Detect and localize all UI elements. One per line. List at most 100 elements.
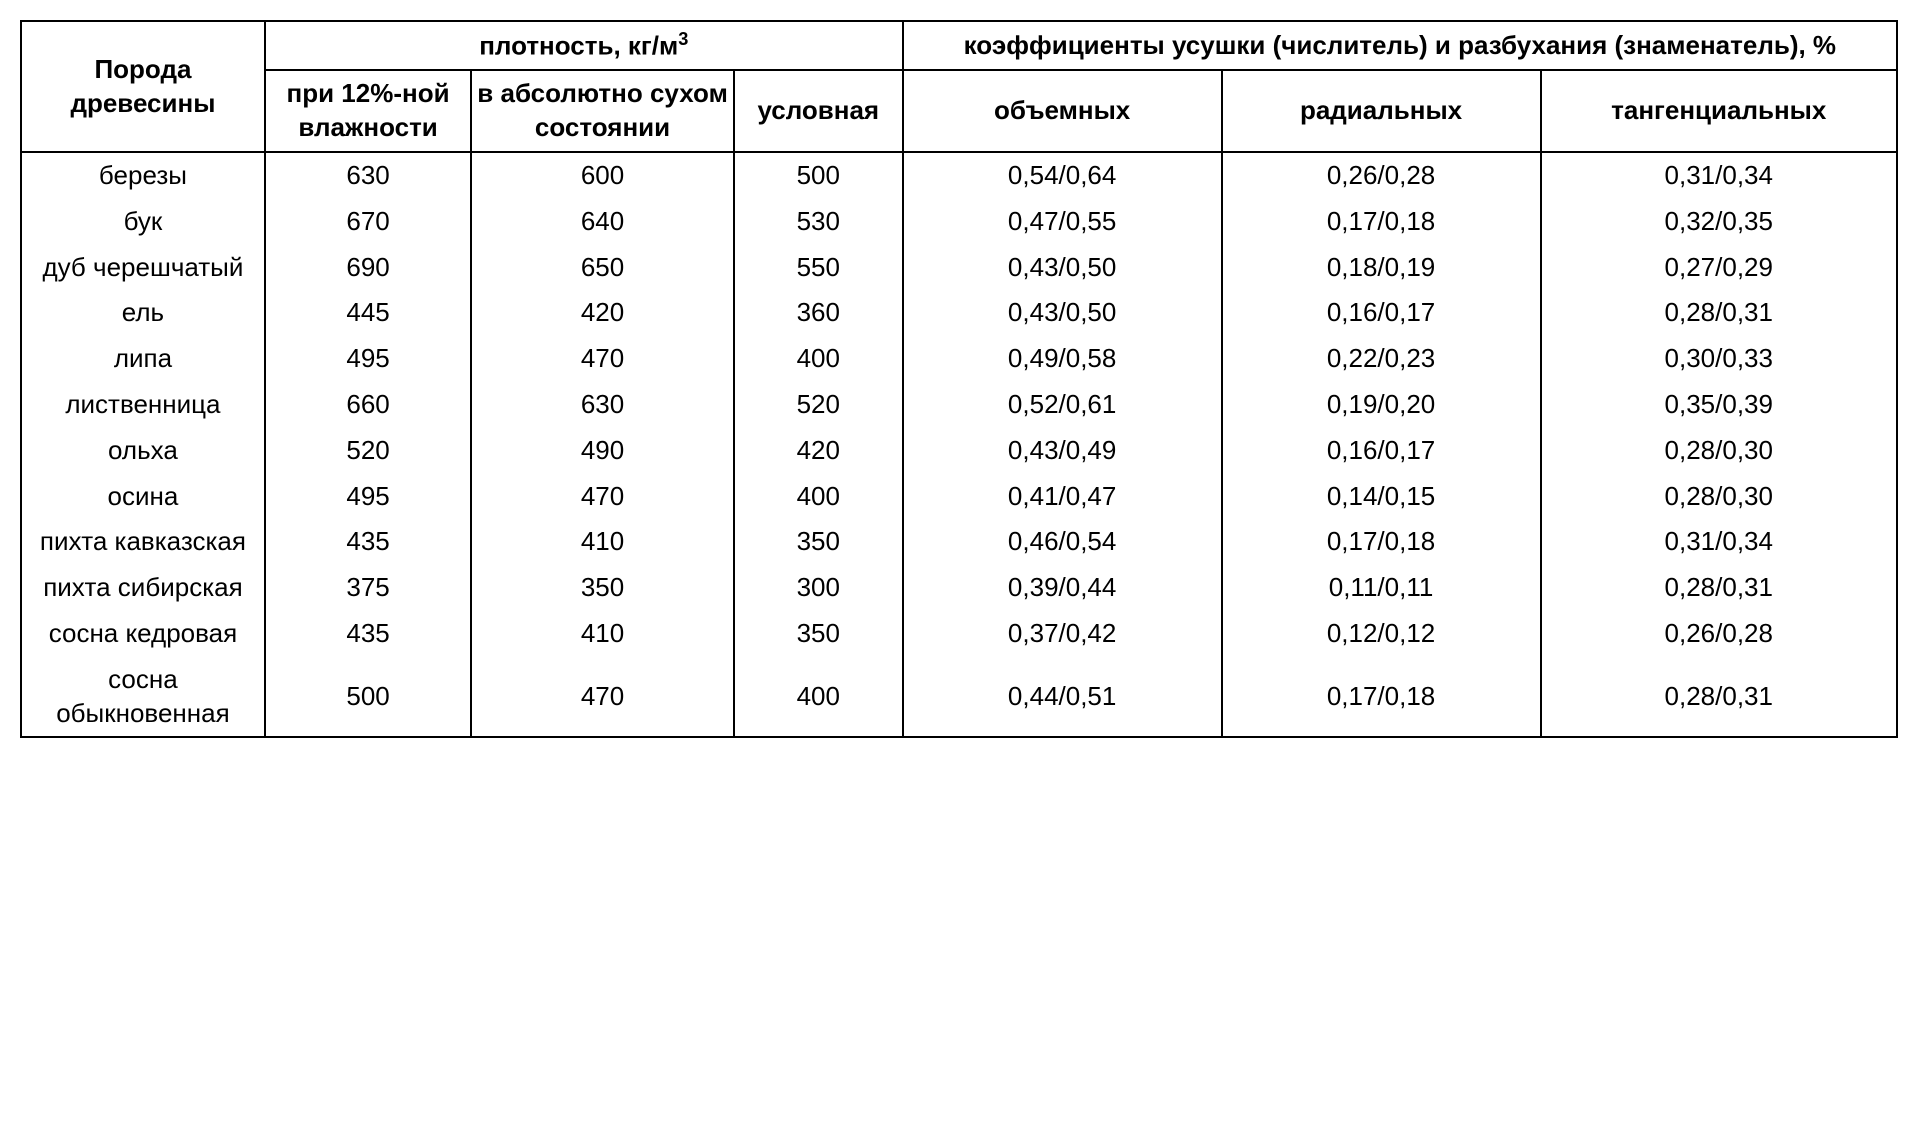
cell-density-dry: 600 <box>471 152 734 199</box>
cell-density-12: 435 <box>265 611 471 657</box>
cell-density-dry: 470 <box>471 336 734 382</box>
cell-coef-rad: 0,17/0,18 <box>1222 657 1541 738</box>
table-row: ольха5204904200,43/0,490,16/0,170,28/0,3… <box>21 428 1897 474</box>
cell-coef-rad: 0,11/0,11 <box>1222 565 1541 611</box>
cell-density-12: 670 <box>265 199 471 245</box>
cell-density-12: 445 <box>265 290 471 336</box>
cell-density-12: 630 <box>265 152 471 199</box>
cell-density-cond: 400 <box>734 657 903 738</box>
cell-species: пихта сибирская <box>21 565 265 611</box>
cell-coef-vol: 0,52/0,61 <box>903 382 1222 428</box>
header-density-dry: в абсолютно сухом состоянии <box>471 70 734 152</box>
table-row: сосна кедровая4354103500,37/0,420,12/0,1… <box>21 611 1897 657</box>
cell-coef-vol: 0,47/0,55 <box>903 199 1222 245</box>
cell-coef-vol: 0,44/0,51 <box>903 657 1222 738</box>
cell-density-12: 435 <box>265 519 471 565</box>
cell-density-dry: 490 <box>471 428 734 474</box>
cell-coef-rad: 0,26/0,28 <box>1222 152 1541 199</box>
cell-density-cond: 400 <box>734 336 903 382</box>
cell-species: бук <box>21 199 265 245</box>
cell-density-12: 495 <box>265 474 471 520</box>
cell-coef-vol: 0,37/0,42 <box>903 611 1222 657</box>
header-density-cond: условная <box>734 70 903 152</box>
header-density-group-text: плотность, кг/м <box>479 31 678 61</box>
header-coef-rad: радиальных <box>1222 70 1541 152</box>
table-row: осина4954704000,41/0,470,14/0,150,28/0,3… <box>21 474 1897 520</box>
cell-density-12: 375 <box>265 565 471 611</box>
cell-species: дуб черешчатый <box>21 245 265 291</box>
table-row: ель4454203600,43/0,500,16/0,170,28/0,31 <box>21 290 1897 336</box>
cell-density-dry: 470 <box>471 657 734 738</box>
table-row: пихта кавказская4354103500,46/0,540,17/0… <box>21 519 1897 565</box>
cell-density-cond: 520 <box>734 382 903 428</box>
cell-density-cond: 360 <box>734 290 903 336</box>
table-row: дуб черешчатый6906505500,43/0,500,18/0,1… <box>21 245 1897 291</box>
cell-density-cond: 550 <box>734 245 903 291</box>
header-density-12: при 12%-ной влажности <box>265 70 471 152</box>
cell-coef-tan: 0,28/0,31 <box>1541 290 1898 336</box>
table-body: березы6306005000,54/0,640,26/0,280,31/0,… <box>21 152 1897 737</box>
cell-coef-rad: 0,12/0,12 <box>1222 611 1541 657</box>
cell-density-cond: 350 <box>734 519 903 565</box>
cell-coef-tan: 0,31/0,34 <box>1541 152 1898 199</box>
cell-coef-rad: 0,17/0,18 <box>1222 199 1541 245</box>
cell-coef-vol: 0,43/0,50 <box>903 245 1222 291</box>
cell-density-12: 690 <box>265 245 471 291</box>
cell-coef-tan: 0,28/0,30 <box>1541 474 1898 520</box>
cell-coef-vol: 0,39/0,44 <box>903 565 1222 611</box>
cell-coef-tan: 0,28/0,30 <box>1541 428 1898 474</box>
cell-coef-vol: 0,41/0,47 <box>903 474 1222 520</box>
cell-species: осина <box>21 474 265 520</box>
cell-species: лиственница <box>21 382 265 428</box>
cell-density-dry: 470 <box>471 474 734 520</box>
cell-coef-rad: 0,18/0,19 <box>1222 245 1541 291</box>
cell-density-dry: 640 <box>471 199 734 245</box>
table-row: липа4954704000,49/0,580,22/0,230,30/0,33 <box>21 336 1897 382</box>
cell-density-cond: 400 <box>734 474 903 520</box>
cell-density-cond: 530 <box>734 199 903 245</box>
cell-density-dry: 410 <box>471 519 734 565</box>
table-row: сосна обыкновенная5004704000,44/0,510,17… <box>21 657 1897 738</box>
cell-density-cond: 300 <box>734 565 903 611</box>
header-coef-vol: объемных <box>903 70 1222 152</box>
cell-coef-rad: 0,19/0,20 <box>1222 382 1541 428</box>
cell-coef-rad: 0,16/0,17 <box>1222 428 1541 474</box>
cell-coef-tan: 0,27/0,29 <box>1541 245 1898 291</box>
cell-density-12: 520 <box>265 428 471 474</box>
cell-density-dry: 420 <box>471 290 734 336</box>
cell-density-cond: 500 <box>734 152 903 199</box>
cell-density-dry: 650 <box>471 245 734 291</box>
cell-density-12: 500 <box>265 657 471 738</box>
cell-coef-tan: 0,32/0,35 <box>1541 199 1898 245</box>
cell-density-cond: 350 <box>734 611 903 657</box>
cell-density-dry: 350 <box>471 565 734 611</box>
cell-coef-vol: 0,49/0,58 <box>903 336 1222 382</box>
cell-species: березы <box>21 152 265 199</box>
cell-coef-tan: 0,35/0,39 <box>1541 382 1898 428</box>
cell-coef-tan: 0,28/0,31 <box>1541 565 1898 611</box>
cell-density-cond: 420 <box>734 428 903 474</box>
wood-properties-table: Порода древесины плотность, кг/м3 коэффи… <box>20 20 1898 738</box>
cell-species: сосна кедровая <box>21 611 265 657</box>
cell-species: сосна обыкновенная <box>21 657 265 738</box>
header-species: Порода древесины <box>21 21 265 152</box>
header-density-group-sup: 3 <box>678 29 688 49</box>
cell-species: ель <box>21 290 265 336</box>
cell-coef-vol: 0,43/0,49 <box>903 428 1222 474</box>
cell-coef-vol: 0,46/0,54 <box>903 519 1222 565</box>
table-row: пихта сибирская3753503000,39/0,440,11/0,… <box>21 565 1897 611</box>
cell-species: липа <box>21 336 265 382</box>
table-row: лиственница6606305200,52/0,610,19/0,200,… <box>21 382 1897 428</box>
cell-density-dry: 630 <box>471 382 734 428</box>
cell-coef-rad: 0,17/0,18 <box>1222 519 1541 565</box>
header-coef-group: коэффициенты усушки (числитель) и разбух… <box>903 21 1897 70</box>
cell-density-12: 495 <box>265 336 471 382</box>
header-density-group: плотность, кг/м3 <box>265 21 903 70</box>
table-row: бук6706405300,47/0,550,17/0,180,32/0,35 <box>21 199 1897 245</box>
cell-coef-tan: 0,28/0,31 <box>1541 657 1898 738</box>
cell-coef-tan: 0,26/0,28 <box>1541 611 1898 657</box>
cell-coef-vol: 0,54/0,64 <box>903 152 1222 199</box>
cell-coef-rad: 0,16/0,17 <box>1222 290 1541 336</box>
cell-coef-rad: 0,22/0,23 <box>1222 336 1541 382</box>
cell-density-dry: 410 <box>471 611 734 657</box>
